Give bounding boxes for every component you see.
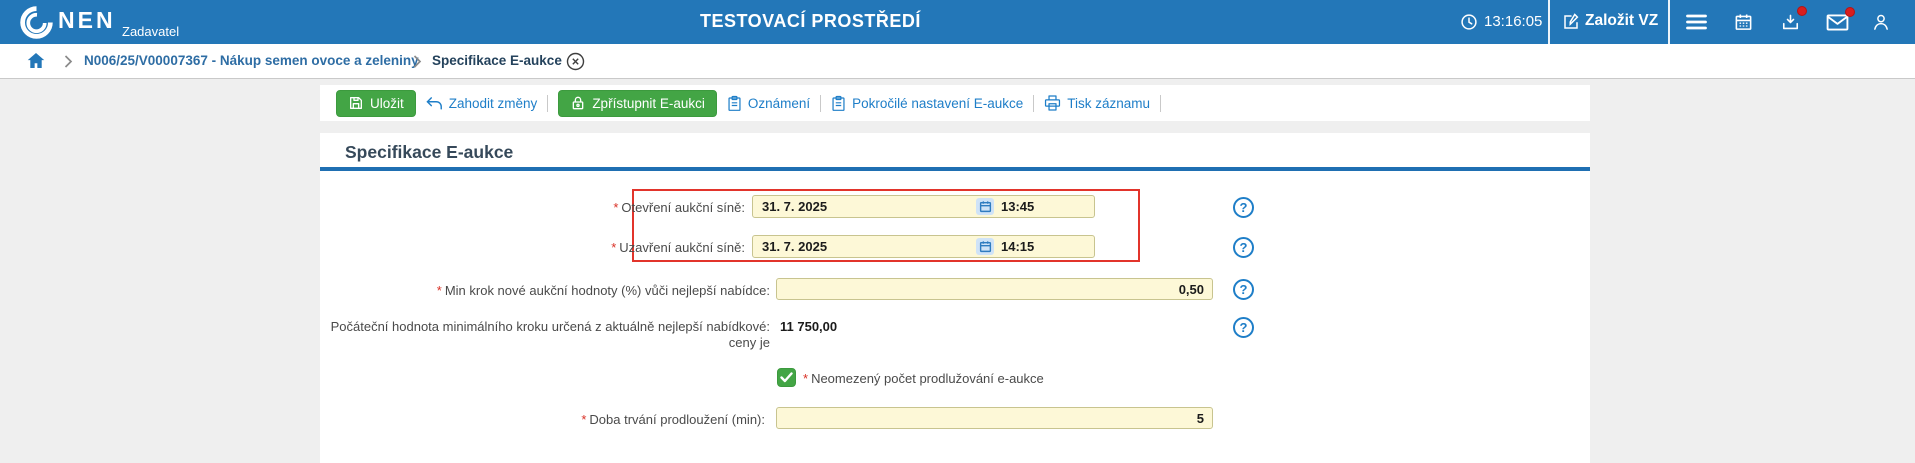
calendar-icon[interactable] — [1734, 12, 1753, 32]
min-step-field[interactable]: 0,50 — [776, 278, 1213, 300]
required-marker: * — [613, 200, 619, 215]
min-step-label: * Min krok nové aukční hodnoty (%) vůči n… — [436, 283, 770, 298]
print-record-button[interactable]: Tisk záznamu — [1044, 95, 1150, 111]
open-room-label: * Otevření aukční síně: — [613, 200, 745, 215]
messages-badge — [1845, 7, 1855, 17]
toolbar-band: Uložit Zahodit změny Zpřístupnit E-aukci — [320, 85, 1590, 121]
open-room-date-value: 31. 7. 2025 — [762, 199, 828, 214]
extension-duration-label: * Doba trvání prodloužení (min): — [581, 412, 765, 427]
required-marker: * — [436, 283, 442, 298]
close-tab-icon[interactable] — [566, 52, 585, 71]
datepicker-calendar-icon[interactable] — [976, 198, 994, 215]
section-title-underline — [320, 167, 1590, 171]
brand-subtitle: Zadavatel — [122, 24, 180, 39]
create-vz-button[interactable]: Založit VZ — [1585, 12, 1659, 29]
section-title: Specifikace E-aukce — [345, 142, 514, 162]
user-profile-icon[interactable] — [1872, 12, 1890, 32]
open-room-datetime-field[interactable]: 31. 7. 2025 13:45 — [752, 195, 1095, 218]
extension-duration-value: 5 — [1196, 410, 1204, 426]
close-room-time-value: 14:15 — [1001, 239, 1035, 254]
publish-eauction-button[interactable]: Zpřístupnit E-aukci — [558, 89, 717, 117]
header-divider — [1548, 0, 1550, 44]
undo-icon — [426, 96, 443, 111]
toolbar: Uložit Zahodit změny Zpřístupnit E-aukci — [336, 85, 1162, 121]
create-vz-icon[interactable] — [1562, 13, 1580, 31]
clipboard-icon — [727, 95, 742, 112]
save-icon — [348, 95, 364, 111]
initial-step-label: Počáteční hodnota minimálního kroku urče… — [330, 319, 770, 350]
toolbar-divider — [820, 94, 822, 112]
chevron-right-icon — [413, 55, 422, 68]
chevron-right-icon — [64, 55, 73, 68]
unlock-icon — [570, 95, 586, 111]
toolbar-divider — [1033, 94, 1035, 112]
required-marker: * — [803, 371, 809, 386]
help-icon[interactable]: ? — [1233, 197, 1254, 218]
environment-banner: TESTOVACÍ PROSTŘEDÍ — [700, 11, 921, 31]
initial-step-value: 11 750,00 — [780, 319, 838, 334]
messages-icon[interactable] — [1826, 14, 1849, 31]
close-room-label: * Uzavření aukční síně: — [611, 240, 745, 255]
help-icon[interactable]: ? — [1233, 279, 1254, 300]
downloads-icon[interactable] — [1780, 13, 1801, 32]
toolbar-divider — [1160, 94, 1162, 112]
min-step-value: 0,50 — [1178, 281, 1204, 297]
breadcrumb-procurement-link[interactable]: N006/25/V00007367 - Nákup semen ovoce a … — [84, 53, 419, 68]
notice-button[interactable]: Oznámení — [727, 95, 810, 112]
clipboard-icon — [831, 95, 846, 112]
save-button[interactable]: Uložit — [336, 89, 416, 117]
app-header: NEN Zadavatel TESTOVACÍ PROSTŘEDÍ 13:16:… — [0, 0, 1915, 44]
open-room-time-value: 13:45 — [1001, 199, 1035, 214]
unlimited-extensions-checkbox[interactable] — [777, 368, 796, 387]
required-marker: * — [611, 240, 617, 255]
home-icon[interactable] — [27, 52, 45, 69]
close-room-date-value: 31. 7. 2025 — [762, 239, 828, 254]
help-icon[interactable]: ? — [1233, 237, 1254, 258]
clock-icon — [1460, 13, 1478, 31]
advanced-settings-button[interactable]: Pokročilé nastavení E-aukce — [831, 95, 1023, 112]
header-divider — [1668, 0, 1670, 44]
menu-icon[interactable] — [1686, 14, 1707, 30]
breadcrumb-current-tab[interactable]: Specifikace E-aukce — [432, 53, 562, 68]
printer-icon — [1044, 95, 1061, 111]
discard-changes-button[interactable]: Zahodit změny — [426, 96, 537, 111]
highlighted-fields-group — [632, 189, 1140, 262]
extension-duration-field[interactable]: 5 — [776, 407, 1213, 429]
datepicker-calendar-icon[interactable] — [976, 238, 994, 255]
unlimited-extensions-label: * Neomezený počet prodlužování e-aukce — [803, 371, 1044, 386]
required-marker: * — [581, 412, 587, 427]
breadcrumb: N006/25/V00007367 - Nákup semen ovoce a … — [0, 44, 1915, 79]
nen-logo-icon[interactable] — [18, 4, 55, 41]
toolbar-divider — [547, 94, 549, 112]
help-icon[interactable]: ? — [1233, 317, 1254, 338]
server-time: 13:16:05 — [1484, 13, 1543, 30]
close-room-datetime-field[interactable]: 31. 7. 2025 14:15 — [752, 235, 1095, 258]
downloads-badge — [1797, 6, 1807, 16]
brand-title[interactable]: NEN — [58, 7, 116, 33]
